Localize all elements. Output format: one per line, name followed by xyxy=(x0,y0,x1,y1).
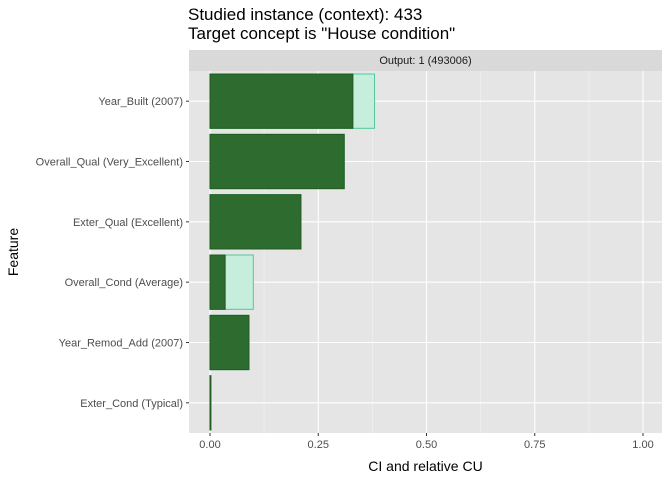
y-tick-label: Year_Remod_Add (2007) xyxy=(59,338,183,350)
y-axis-title: Feature xyxy=(5,228,21,276)
x-tick-label: 0.75 xyxy=(524,439,545,451)
cu-bar xyxy=(209,254,226,310)
y-tick-label: Overall_Qual (Very_Excellent) xyxy=(36,157,183,169)
cu-bar xyxy=(209,133,345,190)
cu-bar xyxy=(209,73,354,129)
x-tick-labels: 0.00 0.25 0.50 0.75 1.00 xyxy=(199,433,654,451)
x-tick-label: 0.25 xyxy=(308,439,329,451)
y-tick-label: Exter_Cond (Typical) xyxy=(80,398,183,410)
y-tick-label: Overall_Cond (Average) xyxy=(65,277,183,289)
facet-strip xyxy=(189,50,662,71)
x-tick-label: 1.00 xyxy=(632,439,653,451)
x-tick-label: 0.00 xyxy=(199,439,220,451)
y-tick-label: Exter_Qual (Excellent) xyxy=(73,217,183,229)
y-tick-labels: Year_Built (2007) Overall_Qual (Very_Exce… xyxy=(36,96,189,410)
x-axis-title: CI and relative CU xyxy=(368,458,482,474)
facet-label: Output: 1 (493006) xyxy=(379,55,471,67)
y-tick-label: Year_Built (2007) xyxy=(98,96,183,108)
cu-bar xyxy=(209,194,302,250)
x-tick-label: 0.50 xyxy=(416,439,437,451)
cu-bar xyxy=(209,375,212,431)
cu-bar xyxy=(209,314,250,371)
bars xyxy=(209,73,376,431)
chart-title: Studied instance (context): 433 xyxy=(188,5,423,24)
chart-subtitle: Target concept is "House condition" xyxy=(188,24,456,43)
gridlines xyxy=(189,71,662,433)
plot-panel xyxy=(189,71,662,433)
